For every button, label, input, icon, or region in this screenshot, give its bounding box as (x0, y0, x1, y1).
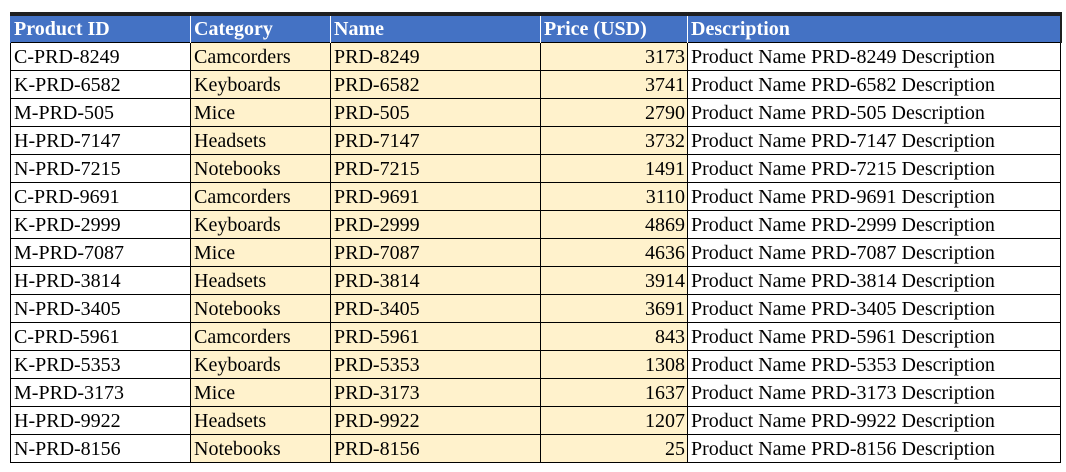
table-row: C-PRD-9691 Camcorders PRD-9691 3110 Product … (10, 182, 1061, 211)
cell-name[interactable]: PRD-5353 (330, 350, 541, 379)
cell-name[interactable]: PRD-7147 (330, 126, 541, 155)
cell-product-id[interactable]: H-PRD-7147 (10, 126, 191, 155)
cell-product-id[interactable]: N-PRD-8156 (10, 434, 191, 463)
cell-name[interactable]: PRD-5961 (330, 322, 541, 351)
cell-description[interactable]: Product Name PRD-5961 Description (687, 322, 1061, 351)
cell-name[interactable]: PRD-3405 (330, 294, 541, 323)
cell-category[interactable]: Mice (190, 238, 331, 267)
cell-price[interactable]: 3691 (540, 294, 688, 323)
table-row: H-PRD-7147 Headsets PRD-7147 3732 Product Na… (10, 126, 1061, 155)
cell-description[interactable]: Product Name PRD-5353 Description (687, 350, 1061, 379)
cell-price[interactable]: 3173 (540, 42, 688, 71)
cell-price[interactable]: 3914 (540, 266, 688, 295)
table-row: M-PRD-7087 Mice PRD-7087 4636 Product Name P… (10, 238, 1061, 267)
cell-name[interactable]: PRD-3173 (330, 378, 541, 407)
cell-name[interactable]: PRD-9922 (330, 406, 541, 435)
cell-description[interactable]: Product Name PRD-9922 Description (687, 406, 1061, 435)
cell-name[interactable]: PRD-6582 (330, 70, 541, 99)
table-row: K-PRD-5353 Keyboards PRD-5353 1308 Product N… (10, 350, 1061, 379)
cell-category[interactable]: Camcorders (190, 322, 331, 351)
cell-category[interactable]: Headsets (190, 126, 331, 155)
cell-product-id[interactable]: H-PRD-3814 (10, 266, 191, 295)
table-row: H-PRD-9922 Headsets PRD-9922 1207 Product Na… (10, 406, 1061, 435)
cell-product-id[interactable]: M-PRD-3173 (10, 378, 191, 407)
cell-price[interactable]: 3732 (540, 126, 688, 155)
cell-name[interactable]: PRD-2999 (330, 210, 541, 239)
table-row: K-PRD-6582 Keyboards PRD-6582 3741 Product N… (10, 70, 1061, 99)
cell-category[interactable]: Keyboards (190, 70, 331, 99)
cell-category[interactable]: Camcorders (190, 42, 331, 71)
column-header-category[interactable]: Category (190, 14, 331, 43)
cell-price[interactable]: 25 (540, 434, 688, 463)
table-row: M-PRD-3173 Mice PRD-3173 1637 Product Name P… (10, 378, 1061, 407)
cell-product-id[interactable]: K-PRD-6582 (10, 70, 191, 99)
cell-price[interactable]: 1491 (540, 154, 688, 183)
cell-product-id[interactable]: K-PRD-5353 (10, 350, 191, 379)
cell-category[interactable]: Headsets (190, 266, 331, 295)
cell-product-id[interactable]: N-PRD-7215 (10, 154, 191, 183)
cell-category[interactable]: Notebooks (190, 154, 331, 183)
table-row: M-PRD-505 Mice PRD-505 2790 Product Name PRD… (10, 98, 1061, 127)
cell-name[interactable]: PRD-9691 (330, 182, 541, 211)
cell-category[interactable]: Camcorders (190, 182, 331, 211)
cell-category[interactable]: Notebooks (190, 294, 331, 323)
cell-category[interactable]: Keyboards (190, 350, 331, 379)
table-row: K-PRD-2999 Keyboards PRD-2999 4869 Product N… (10, 210, 1061, 239)
cell-product-id[interactable]: K-PRD-2999 (10, 210, 191, 239)
cell-category[interactable]: Mice (190, 98, 331, 127)
cell-description[interactable]: Product Name PRD-505 Description (687, 98, 1061, 127)
cell-description[interactable]: Product Name PRD-3405 Description (687, 294, 1061, 323)
cell-name[interactable]: PRD-7087 (330, 238, 541, 267)
cell-product-id[interactable]: M-PRD-7087 (10, 238, 191, 267)
cell-product-id[interactable]: C-PRD-9691 (10, 182, 191, 211)
table-row: C-PRD-5961 Camcorders PRD-5961 843 Product N… (10, 322, 1061, 351)
cell-description[interactable]: Product Name PRD-8156 Description (687, 434, 1061, 463)
cell-price[interactable]: 2790 (540, 98, 688, 127)
cell-product-id[interactable]: H-PRD-9922 (10, 406, 191, 435)
cell-category[interactable]: Notebooks (190, 434, 331, 463)
cell-price[interactable]: 1308 (540, 350, 688, 379)
cell-description[interactable]: Product Name PRD-6582 Description (687, 70, 1061, 99)
cell-product-id[interactable]: N-PRD-3405 (10, 294, 191, 323)
table-body: C-PRD-8249 Camcorders PRD-8249 3173 Product … (10, 42, 1061, 463)
cell-price[interactable]: 4636 (540, 238, 688, 267)
column-header-name[interactable]: Name (330, 14, 541, 43)
cell-name[interactable]: PRD-8156 (330, 434, 541, 463)
cell-product-id[interactable]: C-PRD-5961 (10, 322, 191, 351)
cell-description[interactable]: Product Name PRD-8249 Description (687, 42, 1061, 71)
cell-price[interactable]: 843 (540, 322, 688, 351)
table-row: C-PRD-8249 Camcorders PRD-8249 3173 Product … (10, 42, 1061, 71)
cell-description[interactable]: Product Name PRD-2999 Description (687, 210, 1061, 239)
cell-product-id[interactable]: C-PRD-8249 (10, 42, 191, 71)
cell-category[interactable]: Headsets (190, 406, 331, 435)
cell-price[interactable]: 1207 (540, 406, 688, 435)
table-row: H-PRD-3814 Headsets PRD-3814 3914 Product Na… (10, 266, 1061, 295)
product-table: Product ID Category Name Price (USD) Des… (10, 12, 1062, 463)
cell-price[interactable]: 4869 (540, 210, 688, 239)
cell-description[interactable]: Product Name PRD-3814 Description (687, 266, 1061, 295)
column-header-product-id[interactable]: Product ID (10, 14, 191, 43)
cell-description[interactable]: Product Name PRD-9691 Description (687, 182, 1061, 211)
column-header-price[interactable]: Price (USD) (540, 14, 688, 43)
cell-price[interactable]: 1637 (540, 378, 688, 407)
table-header-row: Product ID Category Name Price (USD) Des… (10, 14, 1062, 43)
table-row: N-PRD-3405 Notebooks PRD-3405 3691 Product N… (10, 294, 1061, 323)
cell-product-id[interactable]: M-PRD-505 (10, 98, 191, 127)
cell-name[interactable]: PRD-8249 (330, 42, 541, 71)
cell-price[interactable]: 3110 (540, 182, 688, 211)
cell-description[interactable]: Product Name PRD-3173 Description (687, 378, 1061, 407)
cell-price[interactable]: 3741 (540, 70, 688, 99)
table-row: N-PRD-7215 Notebooks PRD-7215 1491 Product N… (10, 154, 1061, 183)
cell-name[interactable]: PRD-7215 (330, 154, 541, 183)
cell-description[interactable]: Product Name PRD-7087 Description (687, 238, 1061, 267)
cell-name[interactable]: PRD-3814 (330, 266, 541, 295)
cell-category[interactable]: Keyboards (190, 210, 331, 239)
cell-name[interactable]: PRD-505 (330, 98, 541, 127)
cell-description[interactable]: Product Name PRD-7147 Description (687, 126, 1061, 155)
table-row: N-PRD-8156 Notebooks PRD-8156 25 Product Nam… (10, 434, 1061, 463)
cell-category[interactable]: Mice (190, 378, 331, 407)
cell-description[interactable]: Product Name PRD-7215 Description (687, 154, 1061, 183)
column-header-description[interactable]: Description (687, 14, 1062, 43)
